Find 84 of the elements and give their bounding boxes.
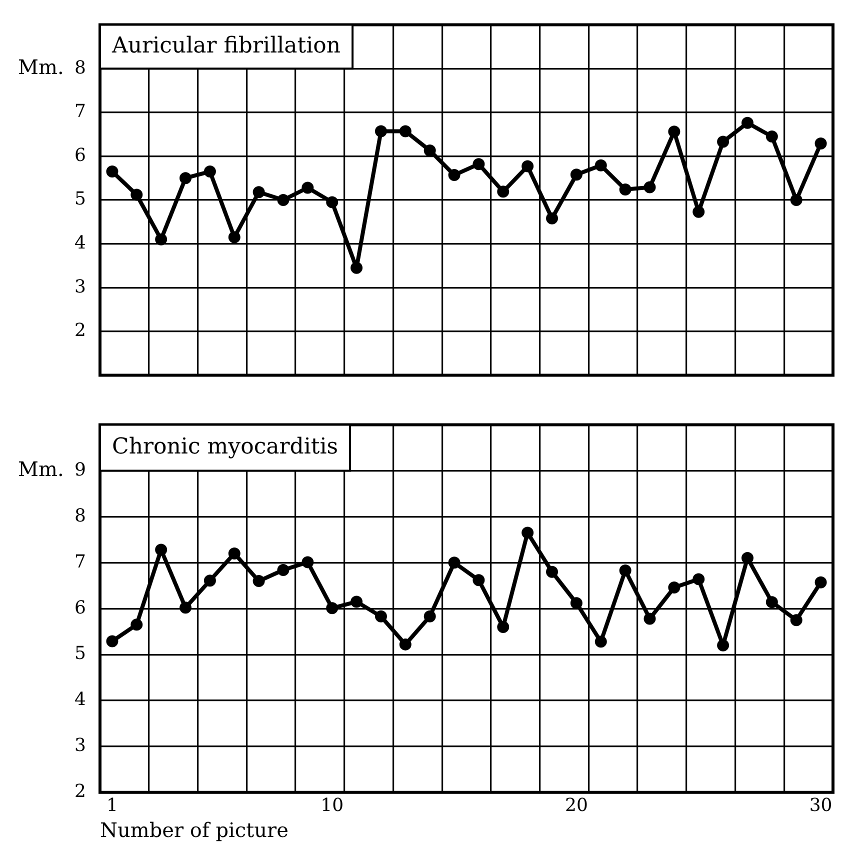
point [644, 612, 656, 625]
point [106, 166, 118, 178]
point [522, 526, 534, 539]
y-tick-label: 6 [74, 597, 86, 618]
point [644, 181, 656, 194]
point [106, 635, 118, 648]
x-tick-label: 1 [106, 794, 118, 816]
point [619, 183, 632, 196]
point [277, 564, 290, 576]
point [717, 136, 730, 148]
y-tick-label: 5 [74, 643, 86, 664]
y-tick-label: 4 [74, 689, 86, 710]
point [546, 212, 558, 224]
point [350, 596, 363, 608]
point [399, 125, 412, 138]
point [594, 636, 607, 648]
point [766, 130, 778, 142]
point [424, 144, 436, 157]
point [619, 564, 632, 576]
y-tick-label: 6 [74, 144, 86, 166]
y-tick-label: 3 [74, 735, 86, 756]
point [155, 544, 168, 556]
point [155, 233, 168, 246]
point [252, 186, 265, 198]
point [180, 602, 192, 614]
point [180, 172, 192, 184]
point [448, 556, 460, 569]
point [814, 576, 827, 588]
y-tick-label: 2 [74, 781, 86, 802]
point [204, 574, 216, 587]
point [252, 575, 265, 588]
y-tick-label: 5 [74, 188, 86, 210]
point [374, 125, 387, 138]
point [570, 168, 582, 181]
point [522, 160, 534, 172]
point [399, 638, 412, 650]
point [668, 126, 680, 138]
point [228, 231, 240, 244]
point [130, 618, 143, 631]
point [692, 206, 705, 218]
y-tick-label: 7 [74, 101, 86, 122]
point [302, 556, 314, 568]
y-tick-label: 2 [74, 320, 86, 342]
point [814, 138, 827, 150]
y-axis-title: Mm. [18, 456, 64, 481]
point [326, 602, 338, 614]
y-axis-title: Mm. [18, 54, 64, 79]
point [448, 169, 460, 182]
y-tick-label: 7 [74, 551, 86, 572]
point [717, 639, 730, 652]
y-tick-label: 3 [74, 276, 86, 298]
x-tick-label: 20 [564, 794, 588, 816]
point [497, 620, 510, 633]
point [228, 547, 240, 560]
point [741, 116, 754, 129]
point [692, 573, 705, 586]
point [277, 194, 290, 206]
point [472, 574, 485, 586]
point [204, 166, 216, 178]
point [570, 597, 582, 610]
point [594, 159, 607, 172]
point [741, 552, 754, 564]
point [546, 566, 558, 578]
y-tick-label: 8 [74, 505, 86, 526]
point [766, 596, 778, 608]
y-tick-label: 4 [74, 232, 86, 254]
chart-title: Auricular fibrillation [111, 33, 341, 58]
point [350, 262, 363, 274]
chart-title: Chronic myocarditis [112, 434, 338, 460]
point [302, 182, 314, 194]
point [130, 188, 143, 201]
x-axis-title: Number of picture [100, 818, 288, 842]
y-tick-label: 9 [74, 459, 86, 480]
point [326, 196, 338, 208]
point [424, 610, 436, 622]
point [497, 186, 510, 198]
point [790, 194, 802, 206]
point [374, 610, 387, 622]
point [790, 614, 802, 626]
x-tick-label: 10 [320, 794, 344, 816]
point [668, 581, 680, 594]
x-tick-label: 30 [809, 794, 832, 816]
y-tick-label: 8 [74, 57, 86, 78]
point [472, 158, 485, 170]
